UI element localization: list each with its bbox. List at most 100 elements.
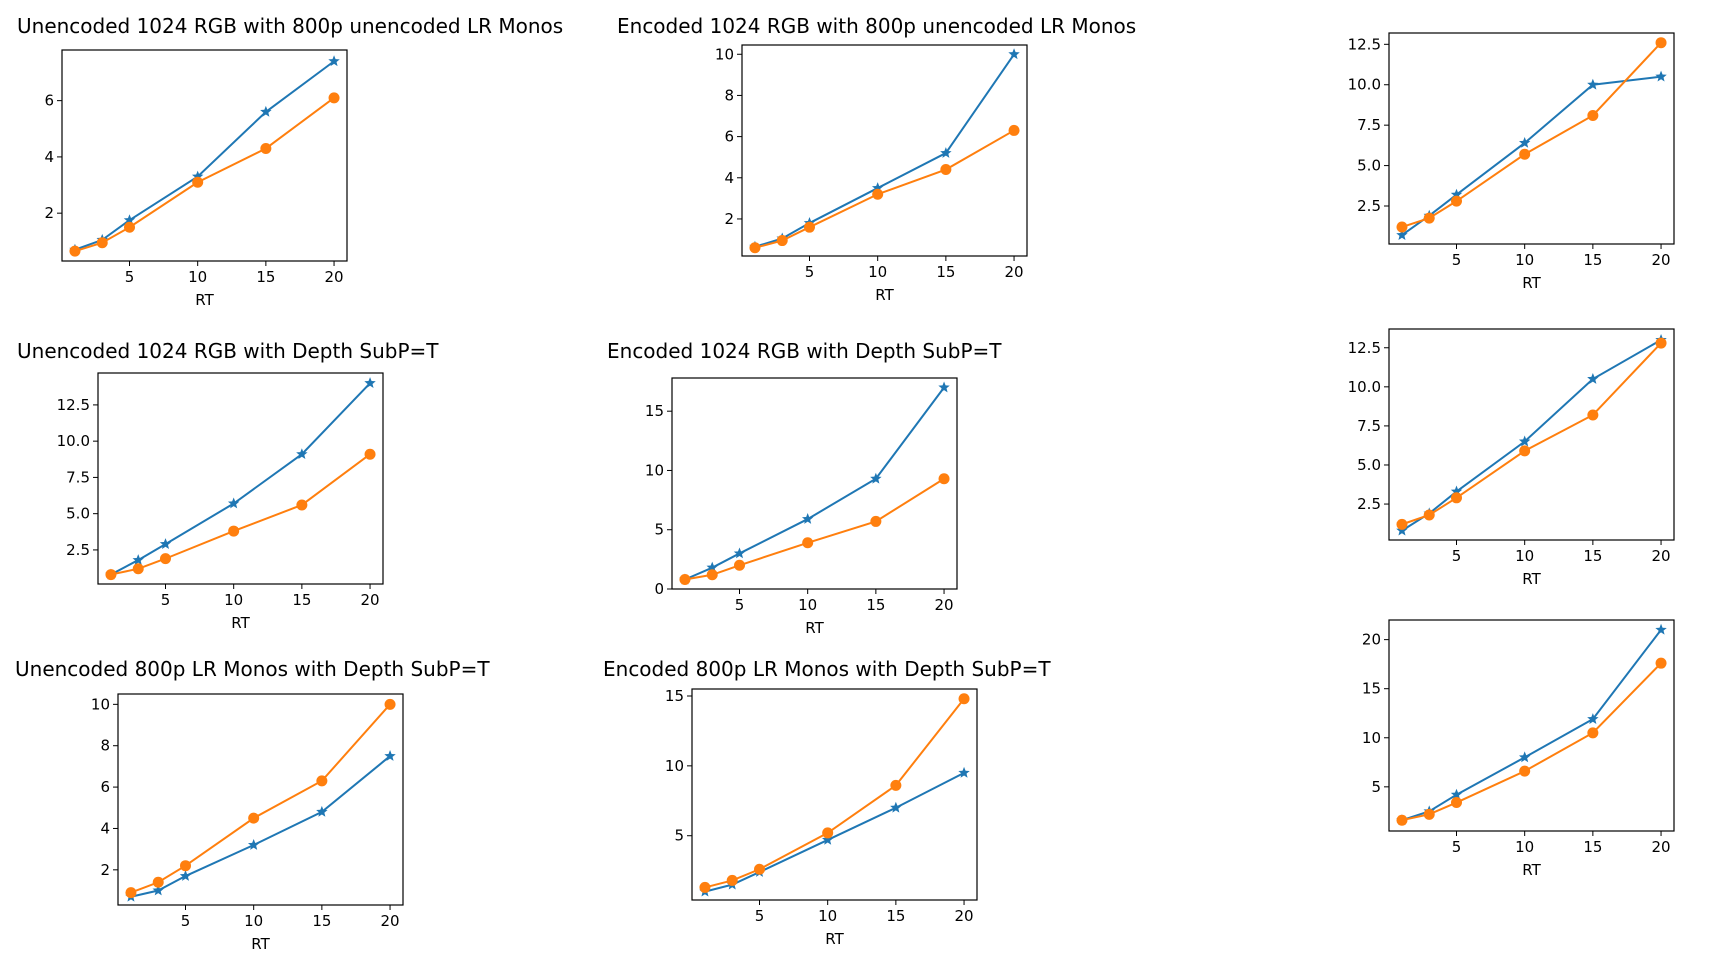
panel-bottom-right: RT 5 10 15 20 5 10 15 20 xyxy=(1362,619,1675,879)
data-point-circle xyxy=(384,698,396,710)
series-line-1 xyxy=(754,53,1015,248)
data-point-star xyxy=(191,170,204,182)
data-point-circle xyxy=(160,553,171,565)
chart-title: Unencoded 1024 RGB with 800p unencoded L… xyxy=(17,14,563,38)
x-tick-label: 5 xyxy=(755,907,765,925)
data-point-circle xyxy=(69,245,81,257)
data-point-circle xyxy=(1655,337,1667,349)
data-point-circle xyxy=(870,515,882,527)
data-point-circle xyxy=(802,537,814,549)
x-axis-label: RT xyxy=(1522,570,1541,588)
data-point-circle xyxy=(1587,727,1599,739)
data-point-star xyxy=(1518,751,1531,763)
x-tick-label: 15 xyxy=(312,912,331,930)
data-point-circle xyxy=(1587,409,1599,421)
data-point-star xyxy=(801,513,814,524)
y-tick-label: 4 xyxy=(100,819,110,837)
y-tick-label: 10 xyxy=(645,461,664,479)
y-tick-label: 10 xyxy=(91,695,110,713)
x-tick-label: 5 xyxy=(181,912,191,930)
data-point-circle xyxy=(1519,445,1531,457)
chart-title: Unencoded 1024 RGB with Depth SubP=T xyxy=(17,339,439,363)
data-point-star xyxy=(870,472,882,484)
y-tick-label: 12.5 xyxy=(1348,339,1381,357)
x-axis-label: RT xyxy=(825,930,844,948)
data-point-star xyxy=(1655,623,1667,635)
data-point-star xyxy=(132,554,144,565)
y-tick-label: 10.0 xyxy=(57,432,90,450)
y-tick-label: 15 xyxy=(1362,680,1381,698)
y-tick-label: 10 xyxy=(665,757,684,775)
data-point-circle xyxy=(1451,797,1462,809)
y-tick-label: 2 xyxy=(724,210,734,228)
x-tick-label: 20 xyxy=(360,591,379,609)
x-tick-label: 10 xyxy=(224,591,243,609)
data-point-star xyxy=(1587,373,1599,384)
x-axis-label: RT xyxy=(1522,274,1541,292)
series-line-2 xyxy=(74,97,335,253)
data-point-circle xyxy=(1587,109,1599,121)
x-tick-label: 20 xyxy=(1651,251,1670,269)
plot-frame xyxy=(671,377,958,590)
x-tick-label: 5 xyxy=(1452,251,1462,269)
x-tick-label: 5 xyxy=(125,268,135,286)
x-tick-label: 20 xyxy=(1004,263,1023,281)
data-point-star xyxy=(706,561,718,573)
plot-frame xyxy=(741,44,1028,257)
data-point-star xyxy=(1450,788,1463,800)
data-point-circle xyxy=(1655,657,1667,669)
data-point-circle xyxy=(260,142,272,154)
y-tick-label: 5 xyxy=(1371,778,1381,796)
data-point-star xyxy=(890,801,902,813)
y-tick-label: 10.0 xyxy=(1348,76,1381,94)
x-tick-label: 20 xyxy=(954,907,973,925)
data-point-circle xyxy=(105,569,117,581)
data-point-circle xyxy=(679,574,691,586)
y-tick-label: 2 xyxy=(100,861,110,879)
x-tick-label: 15 xyxy=(292,591,311,609)
data-point-star xyxy=(1587,713,1599,724)
y-tick-label: 2.5 xyxy=(1357,197,1381,215)
data-point-star xyxy=(733,547,746,559)
plot-frame xyxy=(1388,328,1675,541)
data-point-star xyxy=(1450,188,1463,200)
data-point-star xyxy=(227,497,240,509)
data-point-star xyxy=(821,833,834,845)
x-tick-label: 20 xyxy=(934,596,953,614)
chart-title: Encoded 1024 RGB with Depth SubP=T xyxy=(607,339,1002,363)
panel-top-right: RT 5 10 15 20 2.5 5.0 7.5 10.0 12.5 xyxy=(1348,32,1675,292)
data-point-circle xyxy=(180,860,191,872)
plot-frame xyxy=(1388,619,1675,832)
data-point-star xyxy=(938,381,950,393)
panel-unencoded-lr-monos-depth: Unencoded 800p LR Monos with Depth SubP=… xyxy=(15,657,490,953)
data-point-star xyxy=(1450,485,1463,497)
panel-encoded-lr-monos-depth: Encoded 800p LR Monos with Depth SubP=T … xyxy=(603,657,1051,948)
x-axis-label: RT xyxy=(875,286,894,304)
y-tick-label: 7.5 xyxy=(1357,116,1381,134)
data-point-circle xyxy=(328,92,340,104)
data-point-circle xyxy=(804,221,815,233)
x-tick-label: 10 xyxy=(1515,838,1534,856)
data-point-star xyxy=(260,105,272,117)
x-tick-label: 10 xyxy=(818,907,837,925)
series-line-1 xyxy=(684,386,945,581)
data-point-circle xyxy=(726,874,738,886)
x-tick-label: 15 xyxy=(936,263,955,281)
series-line-2 xyxy=(1401,662,1662,822)
data-point-star xyxy=(316,805,328,817)
data-point-circle xyxy=(132,563,144,575)
data-point-star xyxy=(1008,48,1020,60)
x-axis-label: RT xyxy=(1522,861,1541,879)
data-point-circle xyxy=(152,876,164,888)
plot-frame xyxy=(1388,32,1675,245)
data-point-circle xyxy=(958,693,970,705)
series-line-2 xyxy=(754,129,1015,249)
data-point-circle xyxy=(1423,808,1435,820)
data-point-circle xyxy=(890,779,902,791)
y-tick-label: 10 xyxy=(1362,729,1381,747)
x-tick-label: 10 xyxy=(868,263,887,281)
y-tick-label: 8 xyxy=(724,86,734,104)
x-tick-label: 20 xyxy=(380,912,399,930)
panel-encoded-rgb-depth: Encoded 1024 RGB with Depth SubP=T RT 5 1… xyxy=(607,339,1002,637)
data-point-circle xyxy=(1451,492,1462,504)
